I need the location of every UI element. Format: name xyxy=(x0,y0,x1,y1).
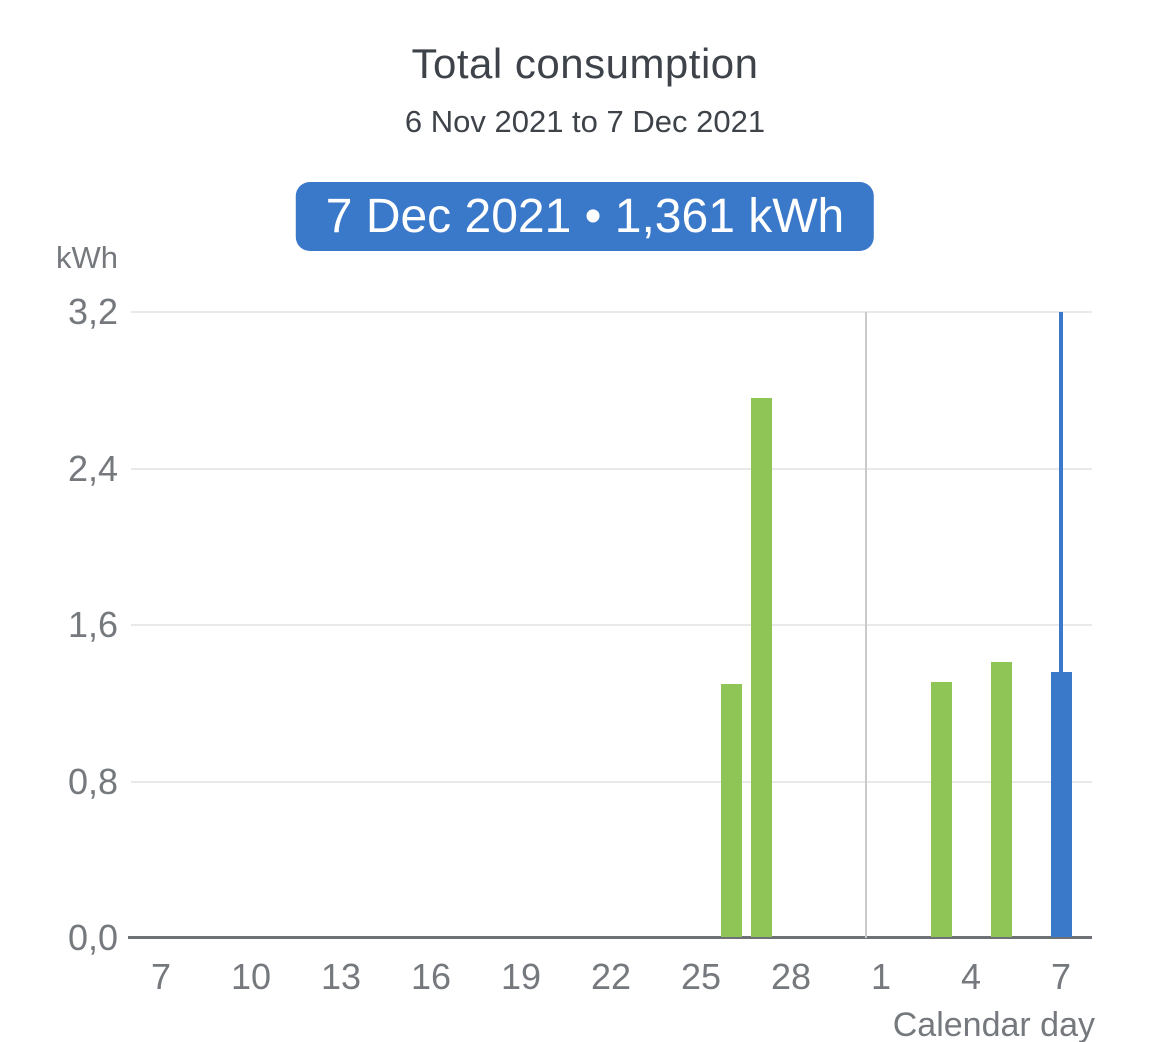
x-tick-day-10: 10 xyxy=(230,956,272,997)
chart-bar-26-nov-2021[interactable] xyxy=(720,683,742,937)
x-axis-line xyxy=(128,936,1092,939)
gridline-3,2 xyxy=(131,311,1092,313)
selected-day-badge: 7 Dec 2021 • 1,361 kWh xyxy=(295,182,875,251)
chart-date-range-subtitle: 6 Nov 2021 to 7 Dec 2021 xyxy=(404,104,766,139)
x-tick-day-16: 16 xyxy=(410,956,452,997)
y-axis-unit-label: kWh xyxy=(56,240,118,275)
x-tick-day-1: 1 xyxy=(870,956,892,997)
y-tick-2,4: 2,4 xyxy=(67,447,118,489)
y-tick-0,8: 0,8 xyxy=(67,760,118,802)
x-tick-day-28: 28 xyxy=(770,956,812,997)
chart-bar-5-dec-2021[interactable] xyxy=(990,662,1012,937)
y-tick-1,6: 1,6 xyxy=(67,604,118,645)
x-tick-day-19: 19 xyxy=(500,956,542,997)
x-tick-day-7: 7 xyxy=(150,956,172,997)
gridline-2,4 xyxy=(131,467,1092,470)
selection-indicator-line xyxy=(1059,312,1063,672)
x-tick-day-25: 25 xyxy=(680,956,722,997)
gridline-0,8 xyxy=(131,780,1092,783)
x-tick-day-7: 7 xyxy=(1050,956,1072,997)
y-tick-0,0: 0,0 xyxy=(67,917,118,958)
x-tick-day-22: 22 xyxy=(590,956,632,997)
chart-bar-27-nov-2021[interactable] xyxy=(750,398,772,937)
gridline-1,6 xyxy=(131,624,1092,626)
x-tick-day-13: 13 xyxy=(320,956,362,997)
x-tick-day-4: 4 xyxy=(960,956,982,997)
x-axis-title: Calendar day xyxy=(892,1006,1095,1042)
chart-bar-3-dec-2021[interactable] xyxy=(930,681,952,937)
y-tick-3,2: 3,2 xyxy=(67,291,118,332)
chart-title: Total consumption xyxy=(411,40,759,87)
chart-bar-7-dec-2021-selected[interactable] xyxy=(1050,671,1072,937)
month-separator-line xyxy=(865,312,867,938)
